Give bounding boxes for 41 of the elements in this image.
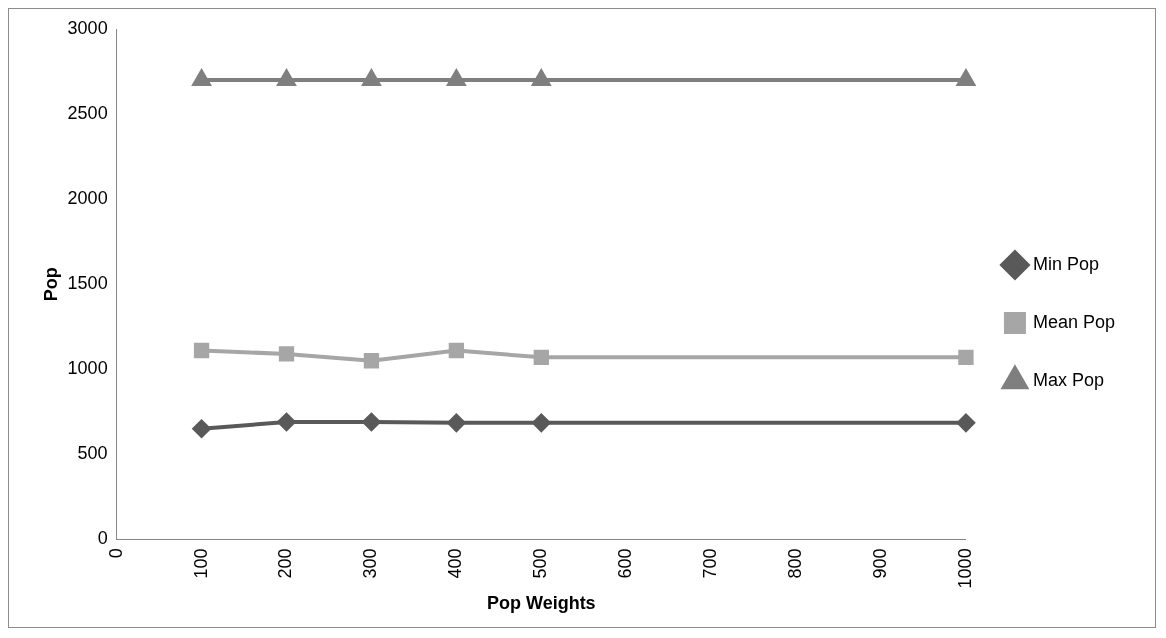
point — [277, 412, 296, 431]
point — [192, 70, 211, 87]
point — [532, 70, 551, 87]
point — [957, 70, 975, 87]
y-tick-label: 2000 — [67, 188, 108, 209]
y-tick-label: 0 — [97, 528, 108, 549]
point — [532, 413, 551, 432]
x-tick-label: 100 — [190, 548, 211, 579]
point — [192, 419, 211, 438]
point — [448, 342, 465, 359]
x-tick-label: 700 — [700, 548, 721, 579]
y-axis-title: Pop — [40, 267, 61, 302]
x-axis-title: Pop Weights — [486, 593, 596, 614]
x-tick-label: 0 — [105, 548, 126, 559]
point — [278, 346, 295, 362]
point — [362, 70, 381, 87]
y-tick-label: 1000 — [67, 358, 108, 379]
x-tick-label: 400 — [445, 548, 466, 579]
x-tick-label: 200 — [275, 548, 296, 579]
point — [956, 413, 975, 432]
y-tick-label: 3000 — [67, 17, 108, 38]
point — [362, 412, 381, 431]
legend-label: Mean Pop — [1032, 311, 1116, 332]
x-tick-label: 900 — [869, 548, 890, 579]
point — [958, 349, 974, 365]
y-tick-label: 1500 — [67, 273, 108, 294]
x-tick-label: 500 — [530, 548, 551, 579]
x-tick-label: 1000 — [954, 548, 975, 589]
y-tick-label: 500 — [77, 443, 108, 464]
x-tick-label: 300 — [360, 548, 381, 579]
point — [447, 70, 466, 87]
point — [277, 70, 296, 87]
x-tick-label: 600 — [615, 548, 636, 579]
point — [533, 349, 549, 365]
point — [447, 413, 466, 432]
y-tick-label: 2500 — [67, 103, 108, 124]
legend-label: Min Pop — [1032, 253, 1099, 274]
x-tick-label: 800 — [785, 548, 806, 579]
legend-label: Max Pop — [1032, 369, 1104, 390]
point — [193, 342, 210, 359]
point — [363, 353, 380, 369]
